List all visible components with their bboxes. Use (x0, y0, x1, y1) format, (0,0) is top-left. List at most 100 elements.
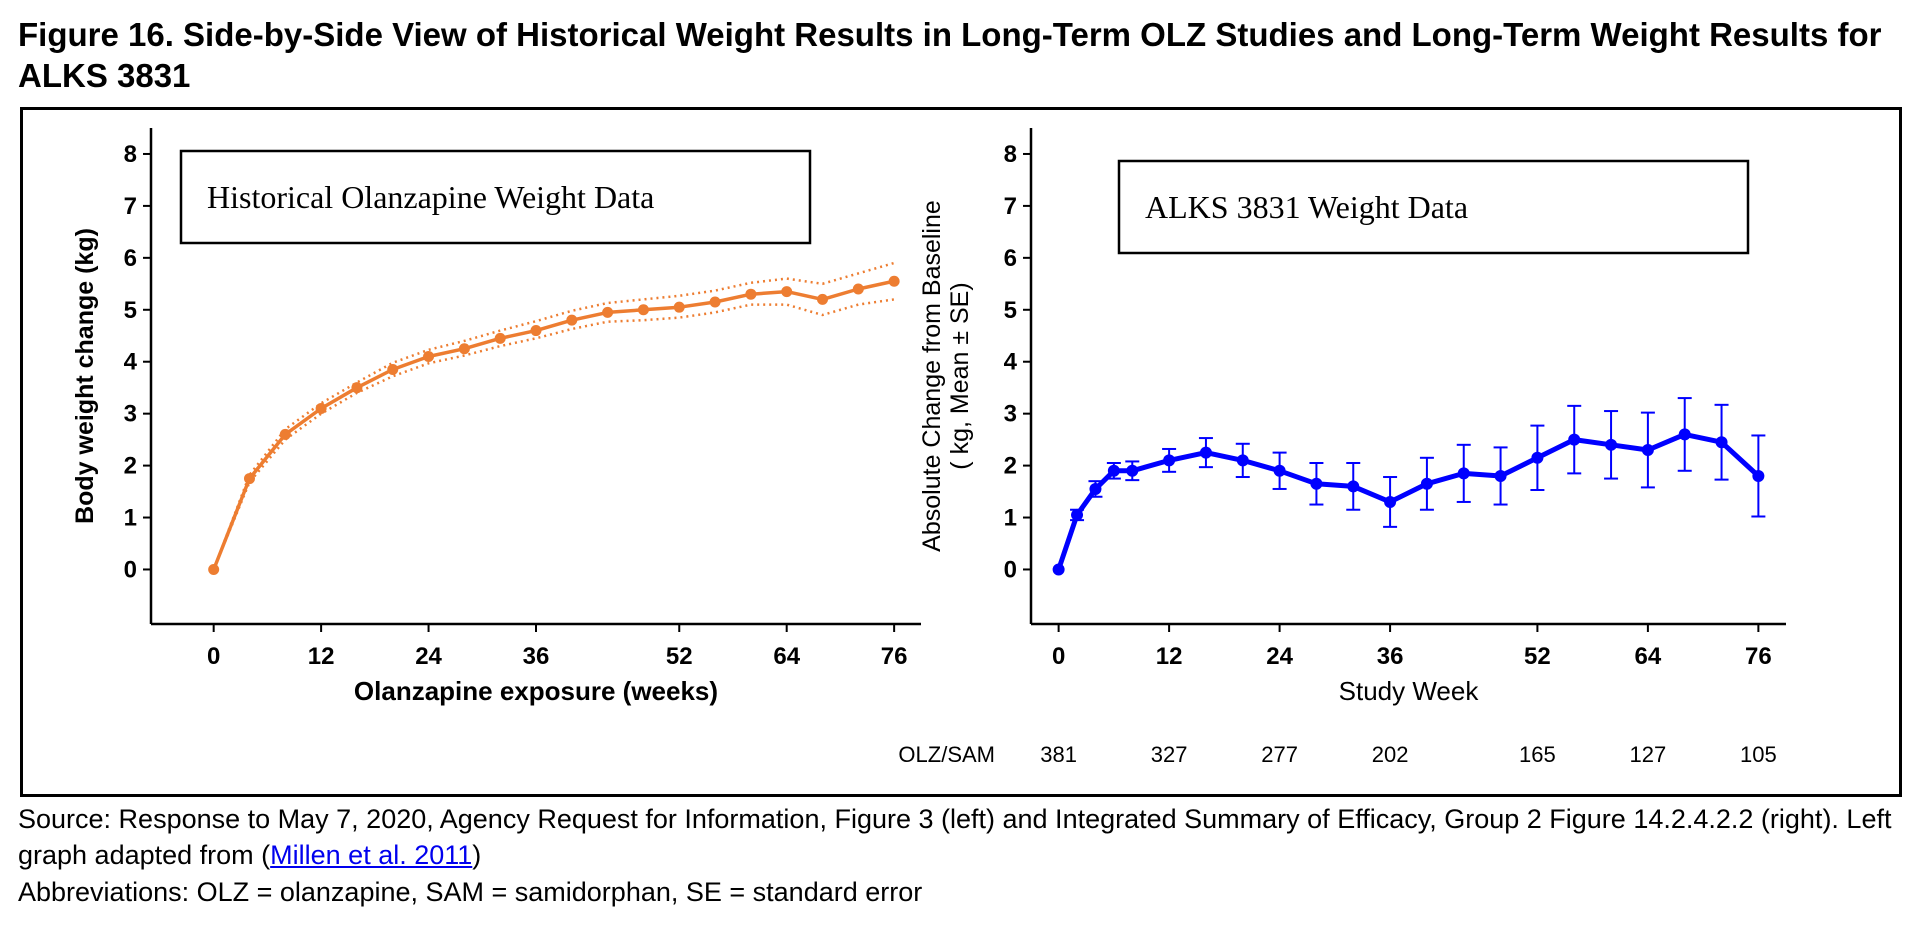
c1-data-point (1347, 480, 1360, 493)
c1-data-point (1107, 464, 1120, 477)
c0-data-point (637, 304, 649, 316)
c1-data-point (1126, 464, 1139, 477)
c0-x-tick-label: 12 (308, 643, 335, 670)
c1-data-point (1089, 482, 1102, 495)
c1-y-tick-label: 3 (1004, 401, 1017, 428)
c0-title: Historical Olanzapine Weight Data (207, 179, 654, 215)
c0-data-point (387, 364, 399, 376)
c1-x-tick-label: 36 (1377, 643, 1404, 670)
c1-x-tick-label: 76 (1745, 643, 1772, 670)
c0-data-point (602, 306, 614, 318)
c1-data-point (1163, 454, 1176, 467)
c0-data-point (208, 563, 220, 575)
source-text: Source: Response to May 7, 2020, Agency … (18, 804, 1892, 870)
figure-frame: 0 1 2 3 4 5 6 7 8 0 12 24 36 52 64 76 Olanzapine exposur… (20, 107, 1902, 797)
c0-data-point (888, 275, 900, 287)
c1-y-tick-label: 6 (1004, 245, 1017, 272)
c1-y-tick-label: 8 (1004, 141, 1017, 168)
c0-data-point (745, 288, 757, 300)
c1-data-point (1052, 563, 1065, 576)
c0-data-point (423, 351, 435, 363)
c1-x-tick-label: 0 (1052, 643, 1065, 670)
c1-x-tick-label: 52 (1524, 643, 1551, 670)
c0-y-tick-label: 8 (124, 141, 137, 168)
c0-upper-band (212, 261, 895, 570)
c1-data-point (1531, 451, 1544, 464)
c1-x-tick-label: 64 (1635, 643, 1662, 670)
c1-y-tick-label: 4 (1004, 349, 1018, 376)
c1-data-point (1641, 444, 1654, 457)
c0-data-point (494, 332, 506, 344)
source-note: Source: Response to May 7, 2020, Agency … (18, 801, 1898, 873)
c1-y-axis-label: Absolute Change from Baseline (918, 200, 946, 552)
c0-y-tick-label: 5 (124, 297, 137, 324)
c0-x-tick-label: 36 (523, 643, 550, 670)
c0-y-tick-label: 6 (124, 245, 137, 272)
c1-n-value: 127 (1630, 742, 1667, 767)
c0-x-tick-label: 52 (666, 643, 693, 670)
c1-data-point (1715, 436, 1728, 449)
c1-data-point (1236, 454, 1249, 467)
c0-data-point (852, 283, 864, 295)
figure-title: Figure 16. Side-by-Side View of Historic… (18, 16, 1882, 94)
c1-title: ALKS 3831 Weight Data (1145, 189, 1468, 225)
c1-data-point (1310, 477, 1323, 490)
c1-y-tick-label: 1 (1004, 505, 1017, 532)
c0-title-box (179, 149, 812, 245)
c0-x-tick-label: 64 (773, 643, 800, 670)
c1-data-point (1273, 464, 1286, 477)
c0-lower-band (212, 298, 895, 570)
c1-x-tick-label: 12 (1156, 643, 1183, 670)
c0-data-point (279, 428, 291, 440)
c0-x-tick-label: 76 (881, 643, 908, 670)
c1-n-value: 327 (1151, 742, 1188, 767)
c1-y-tick-label: 7 (1004, 193, 1017, 220)
c1-data-point (1568, 433, 1581, 446)
c1-y-tick-label: 5 (1004, 297, 1017, 324)
c0-y-axis-label: Body weight change (kg) (71, 228, 99, 524)
c0-y-tick-label: 7 (124, 193, 137, 220)
c0-data-point (673, 301, 685, 313)
c0-series-line (212, 279, 895, 571)
c1-data-point (1457, 467, 1470, 480)
c1-data-point (1420, 477, 1433, 490)
c0-x-tick-label: 0 (207, 643, 220, 670)
c1-x-axis-label: Study Week (1339, 676, 1480, 706)
c1-data-point (1071, 508, 1084, 521)
c0-data-point (781, 286, 793, 298)
c0-y-tick-label: 2 (124, 453, 137, 480)
c0-data-point (530, 325, 542, 337)
c1-data-point (1199, 446, 1212, 459)
c0-data-point (709, 296, 721, 308)
c1-y-tick-label: 0 (1004, 556, 1017, 583)
c1-y-tick-label: 2 (1004, 453, 1017, 480)
c0-x-tick-label: 24 (415, 643, 442, 670)
c1-data-point (1605, 438, 1618, 451)
c0-data-point (817, 293, 829, 305)
abbreviations-note: Abbreviations: OLZ = olanzapine, SAM = s… (18, 877, 923, 907)
c1-data-point (1494, 469, 1507, 482)
c0-x-axis-label: Olanzapine exposure (weeks) (354, 676, 718, 706)
source-text-end: ) (472, 840, 482, 870)
millen-reference-link[interactable]: Millen et al. 2011 (270, 840, 473, 870)
c1-n-value: 202 (1372, 742, 1409, 767)
c1-data-point (1678, 428, 1691, 441)
c0-data-point (566, 314, 578, 326)
c0-data-point (315, 402, 327, 414)
c1-series-line (1056, 431, 1761, 571)
c1-n-value: 277 (1261, 742, 1298, 767)
c0-data-point (458, 343, 470, 355)
c1-x-tick-label: 24 (1266, 643, 1293, 670)
c1-y-axis-label-units: ( kg, Mean ± SE) (946, 282, 974, 469)
c0-y-tick-label: 0 (124, 556, 137, 583)
c1-data-point (1752, 469, 1765, 482)
c0-data-point (351, 382, 363, 394)
c0-y-tick-label: 4 (124, 349, 138, 376)
c1-title-box (1117, 159, 1750, 255)
c0-data-point (243, 473, 255, 485)
c1-n-value: 105 (1740, 742, 1777, 767)
c1-n-value: 165 (1519, 742, 1556, 767)
